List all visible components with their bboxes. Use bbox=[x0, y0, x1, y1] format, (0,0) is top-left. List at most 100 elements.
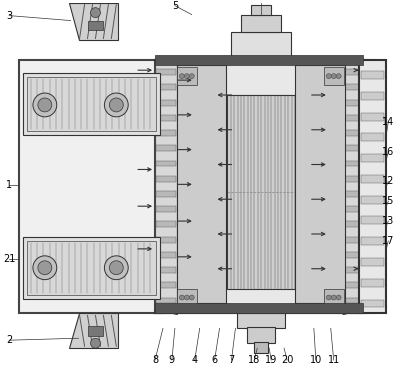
Text: 2: 2 bbox=[6, 335, 12, 345]
Bar bbox=[177, 289, 197, 307]
Bar bbox=[232, 32, 291, 60]
Circle shape bbox=[184, 295, 189, 300]
Bar bbox=[177, 67, 197, 85]
Bar bbox=[27, 77, 156, 131]
Text: 12: 12 bbox=[382, 176, 394, 186]
Polygon shape bbox=[69, 3, 118, 40]
Circle shape bbox=[326, 74, 331, 79]
Bar bbox=[360, 196, 385, 204]
Bar bbox=[156, 145, 176, 151]
Bar bbox=[156, 237, 176, 243]
Text: 11: 11 bbox=[327, 355, 340, 365]
Bar bbox=[88, 326, 103, 336]
Bar bbox=[156, 176, 176, 182]
Bar bbox=[248, 327, 275, 343]
Text: 21: 21 bbox=[3, 254, 15, 264]
Bar bbox=[156, 100, 176, 106]
Text: 19: 19 bbox=[265, 355, 277, 365]
Bar bbox=[242, 15, 281, 32]
Bar bbox=[340, 191, 360, 197]
Bar bbox=[156, 282, 176, 288]
Bar bbox=[155, 60, 368, 314]
Bar bbox=[340, 206, 360, 212]
Bar bbox=[340, 176, 360, 182]
Bar bbox=[360, 279, 385, 287]
Circle shape bbox=[109, 98, 123, 112]
Bar bbox=[340, 115, 360, 121]
Bar bbox=[360, 258, 385, 266]
Bar bbox=[23, 73, 160, 135]
Bar bbox=[360, 216, 385, 224]
Text: 14: 14 bbox=[382, 117, 394, 127]
Text: 13: 13 bbox=[382, 216, 394, 226]
Bar bbox=[155, 60, 177, 314]
Circle shape bbox=[331, 74, 336, 79]
Circle shape bbox=[336, 295, 341, 300]
Circle shape bbox=[33, 93, 57, 117]
Bar bbox=[88, 21, 103, 31]
Bar bbox=[156, 222, 176, 227]
Bar bbox=[360, 175, 385, 183]
Bar bbox=[324, 67, 344, 85]
Circle shape bbox=[33, 256, 57, 280]
Text: 15: 15 bbox=[382, 196, 394, 206]
Text: 1: 1 bbox=[6, 180, 12, 190]
Circle shape bbox=[38, 261, 52, 275]
Text: 3: 3 bbox=[6, 11, 12, 21]
Bar bbox=[340, 297, 360, 304]
Bar bbox=[251, 5, 271, 15]
Bar bbox=[156, 160, 176, 166]
Bar bbox=[360, 134, 385, 141]
Circle shape bbox=[179, 74, 184, 79]
Bar bbox=[340, 237, 360, 243]
Text: 9: 9 bbox=[169, 355, 175, 365]
Text: 17: 17 bbox=[382, 236, 394, 246]
Text: 18: 18 bbox=[248, 355, 261, 365]
Text: 8: 8 bbox=[152, 355, 158, 365]
Text: 6: 6 bbox=[211, 355, 218, 365]
Circle shape bbox=[184, 74, 189, 79]
Bar bbox=[340, 252, 360, 258]
Bar bbox=[19, 60, 163, 314]
Circle shape bbox=[189, 295, 194, 300]
Bar bbox=[340, 282, 360, 288]
Bar bbox=[156, 130, 176, 136]
Bar bbox=[340, 84, 360, 91]
Bar bbox=[156, 297, 176, 304]
Circle shape bbox=[189, 74, 194, 79]
Circle shape bbox=[91, 8, 101, 18]
Bar bbox=[254, 342, 268, 353]
Bar bbox=[177, 65, 227, 304]
Bar bbox=[27, 241, 156, 294]
Bar bbox=[360, 154, 385, 162]
Text: 16: 16 bbox=[382, 146, 394, 157]
Bar bbox=[358, 60, 386, 314]
Bar bbox=[155, 304, 364, 314]
Bar bbox=[156, 191, 176, 197]
Text: 4: 4 bbox=[192, 355, 198, 365]
Bar bbox=[156, 252, 176, 258]
Bar bbox=[156, 206, 176, 212]
Bar bbox=[156, 267, 176, 273]
Circle shape bbox=[105, 93, 128, 117]
Bar bbox=[295, 65, 345, 304]
Bar bbox=[238, 314, 285, 328]
Circle shape bbox=[179, 295, 184, 300]
Bar bbox=[360, 300, 385, 307]
Bar bbox=[360, 113, 385, 121]
Bar bbox=[340, 145, 360, 151]
Bar bbox=[324, 289, 344, 307]
Bar bbox=[340, 69, 360, 75]
Bar bbox=[340, 222, 360, 227]
Circle shape bbox=[105, 256, 128, 280]
Text: 20: 20 bbox=[281, 355, 293, 365]
Text: 7: 7 bbox=[228, 355, 234, 365]
Polygon shape bbox=[69, 314, 118, 348]
Circle shape bbox=[326, 295, 331, 300]
Bar bbox=[339, 60, 360, 314]
Circle shape bbox=[109, 261, 123, 275]
Bar bbox=[340, 130, 360, 136]
Text: 10: 10 bbox=[310, 355, 322, 365]
Circle shape bbox=[91, 338, 101, 348]
Bar bbox=[156, 69, 176, 75]
